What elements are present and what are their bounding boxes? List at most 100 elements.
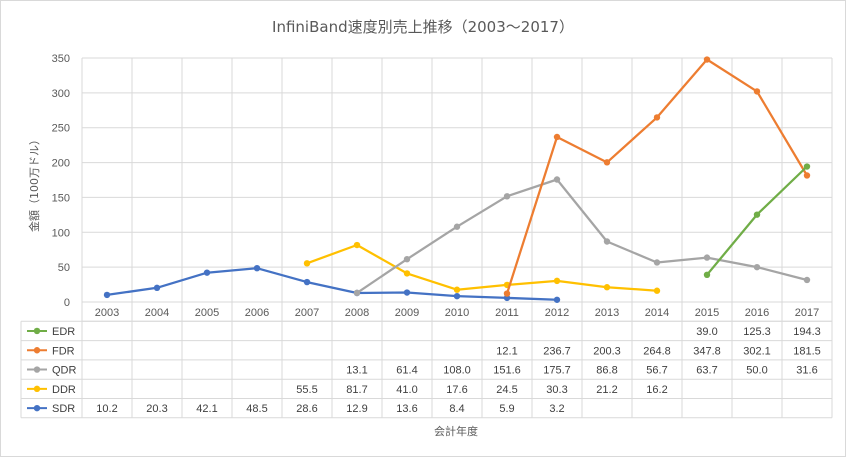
data-table-cell: 175.7: [543, 365, 571, 377]
data-point: [403, 289, 411, 296]
data-table-cell: 3.2: [549, 403, 564, 415]
data-point: [753, 88, 761, 95]
y-tick-label: 350: [52, 53, 70, 65]
data-table-cell: 12.9: [346, 403, 367, 415]
y-axis-title: 金額（100万ドル）: [27, 134, 41, 232]
data-table-cell: 31.6: [796, 365, 817, 377]
data-point: [603, 159, 611, 166]
data-point: [403, 270, 411, 277]
x-tick-label: 2010: [445, 307, 469, 319]
x-tick-label: 2017: [795, 307, 819, 319]
data-table-cell: 200.3: [593, 345, 621, 357]
data-table-cell: 125.3: [743, 326, 771, 338]
x-tick-label: 2003: [95, 307, 119, 319]
data-point: [753, 211, 761, 218]
series-line-sdr: [106, 267, 558, 301]
data-table-cell: 41.0: [396, 384, 417, 396]
data-point: [353, 241, 361, 249]
legend-label: EDR: [52, 326, 75, 338]
data-table-cell: 12.1: [496, 345, 517, 357]
x-tick-label: 2016: [745, 307, 769, 319]
x-tick-label: 2005: [195, 307, 219, 319]
series-line-qdr: [356, 178, 808, 294]
series-line-fdr: [505, 58, 808, 294]
data-table-cell: 24.5: [496, 384, 517, 396]
data-point: [803, 276, 811, 284]
data-table-cell: 8.4: [449, 403, 464, 415]
data-table-cell: 55.5: [296, 384, 317, 396]
data-table-cell: 13.6: [396, 403, 417, 415]
data-table-cell: 48.5: [246, 403, 267, 415]
data-point: [503, 193, 511, 200]
data-table-cell: 17.6: [446, 384, 467, 396]
data-point: [603, 284, 611, 291]
data-point: [653, 287, 661, 294]
data-table-cell: 42.1: [196, 403, 217, 415]
data-point: [303, 278, 311, 286]
data-table-cell: 151.6: [493, 365, 521, 377]
data-point: [453, 292, 461, 300]
data-table-cell: 108.0: [443, 365, 471, 377]
x-tick-label: 2012: [545, 307, 569, 319]
y-tick-label: 200: [52, 158, 70, 170]
y-tick-label: 0: [64, 297, 70, 309]
data-table-cell: 13.1: [346, 365, 367, 377]
data-table-cell: 16.2: [646, 384, 667, 396]
legend-label: FDR: [52, 345, 75, 357]
data-point: [753, 263, 761, 271]
y-tick-label: 50: [58, 262, 70, 274]
data-point: [253, 264, 261, 272]
data-table-cell: 81.7: [346, 384, 367, 396]
legend-key-marker: [33, 366, 41, 373]
data-point: [653, 259, 661, 266]
legend-label: QDR: [52, 365, 77, 377]
x-tick-label: 2009: [395, 307, 419, 319]
legend-key-marker: [33, 347, 41, 354]
x-tick-label: 2004: [145, 307, 169, 319]
data-point: [503, 290, 511, 297]
legend-key-marker: [33, 327, 41, 335]
data-table-cell: 63.7: [696, 365, 717, 377]
series-line-ddr: [306, 243, 658, 292]
data-point: [303, 260, 311, 267]
legend-key-marker: [33, 385, 41, 393]
data-table-cell: 236.7: [543, 345, 571, 357]
data-point: [553, 133, 561, 141]
data-table-cell: 56.7: [646, 365, 667, 377]
data-table-cell: 5.9: [499, 403, 514, 415]
x-tick-label: 2006: [245, 307, 269, 319]
y-tick-label: 250: [52, 123, 70, 135]
data-point: [453, 286, 461, 293]
data-point: [403, 255, 411, 263]
data-table-cell: 28.6: [296, 403, 317, 415]
data-point: [553, 176, 561, 183]
y-tick-label: 100: [52, 227, 70, 239]
y-tick-label: 150: [52, 192, 70, 204]
x-tick-label: 2011: [495, 307, 519, 319]
data-point: [203, 269, 211, 276]
data-point: [103, 291, 111, 299]
data-point: [353, 289, 361, 297]
data-point: [803, 163, 811, 170]
x-tick-label: 2008: [345, 307, 369, 319]
data-point: [553, 296, 561, 303]
legend-key-marker: [33, 404, 41, 412]
data-point: [603, 238, 611, 245]
y-tick-label: 300: [52, 88, 70, 100]
data-table-cell: 21.2: [596, 384, 617, 396]
x-tick-label: 2007: [295, 307, 319, 319]
data-point: [153, 284, 161, 292]
chart-title: InfiniBand速度別売上推移（2003～2017）: [272, 18, 574, 36]
data-point: [453, 223, 461, 230]
data-table-cell: 347.8: [693, 345, 721, 357]
data-table-cell: 10.2: [96, 403, 117, 415]
data-table-cell: 86.8: [596, 365, 617, 377]
data-table-cell: 50.0: [746, 365, 767, 377]
x-axis-title: 会計年度: [434, 424, 478, 438]
data-table-cell: 181.5: [793, 345, 821, 357]
x-tick-label: 2014: [645, 307, 669, 319]
data-table-cell: 194.3: [793, 326, 821, 338]
data-table-cell: 30.3: [546, 384, 567, 396]
